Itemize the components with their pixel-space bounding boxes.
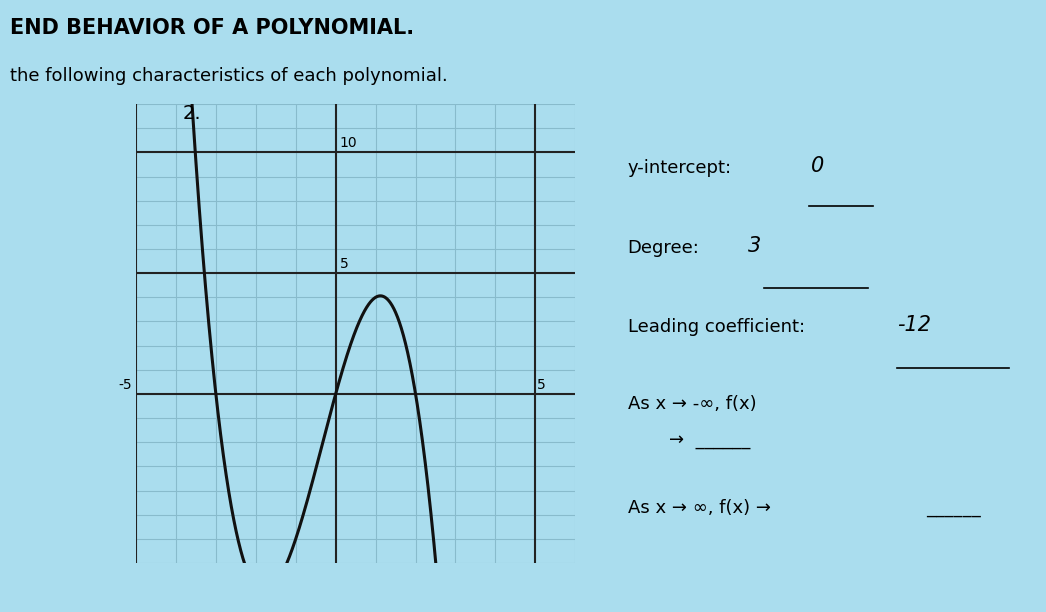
Text: -5: -5: [118, 378, 132, 392]
Text: Leading coefficient:: Leading coefficient:: [628, 318, 804, 336]
Text: 5: 5: [340, 256, 348, 271]
Text: 5: 5: [538, 378, 546, 392]
Text: the following characteristics of each polynomial.: the following characteristics of each po…: [10, 67, 448, 85]
Text: ______: ______: [926, 499, 980, 517]
Text: As x → -∞, f(x): As x → -∞, f(x): [628, 395, 756, 412]
Text: Degree:: Degree:: [628, 239, 700, 256]
Text: 3: 3: [748, 236, 761, 256]
Text: -12: -12: [897, 315, 932, 335]
Text: →  ______: → ______: [669, 431, 751, 449]
Text: END BEHAVIOR OF A POLYNOMIAL.: END BEHAVIOR OF A POLYNOMIAL.: [10, 18, 414, 39]
Text: 0: 0: [811, 156, 824, 176]
Text: y-intercept:: y-intercept:: [628, 159, 732, 177]
Text: 2.: 2.: [183, 104, 202, 123]
Text: As x → ∞, f(x) →: As x → ∞, f(x) →: [628, 499, 771, 517]
Text: 10: 10: [340, 136, 358, 150]
